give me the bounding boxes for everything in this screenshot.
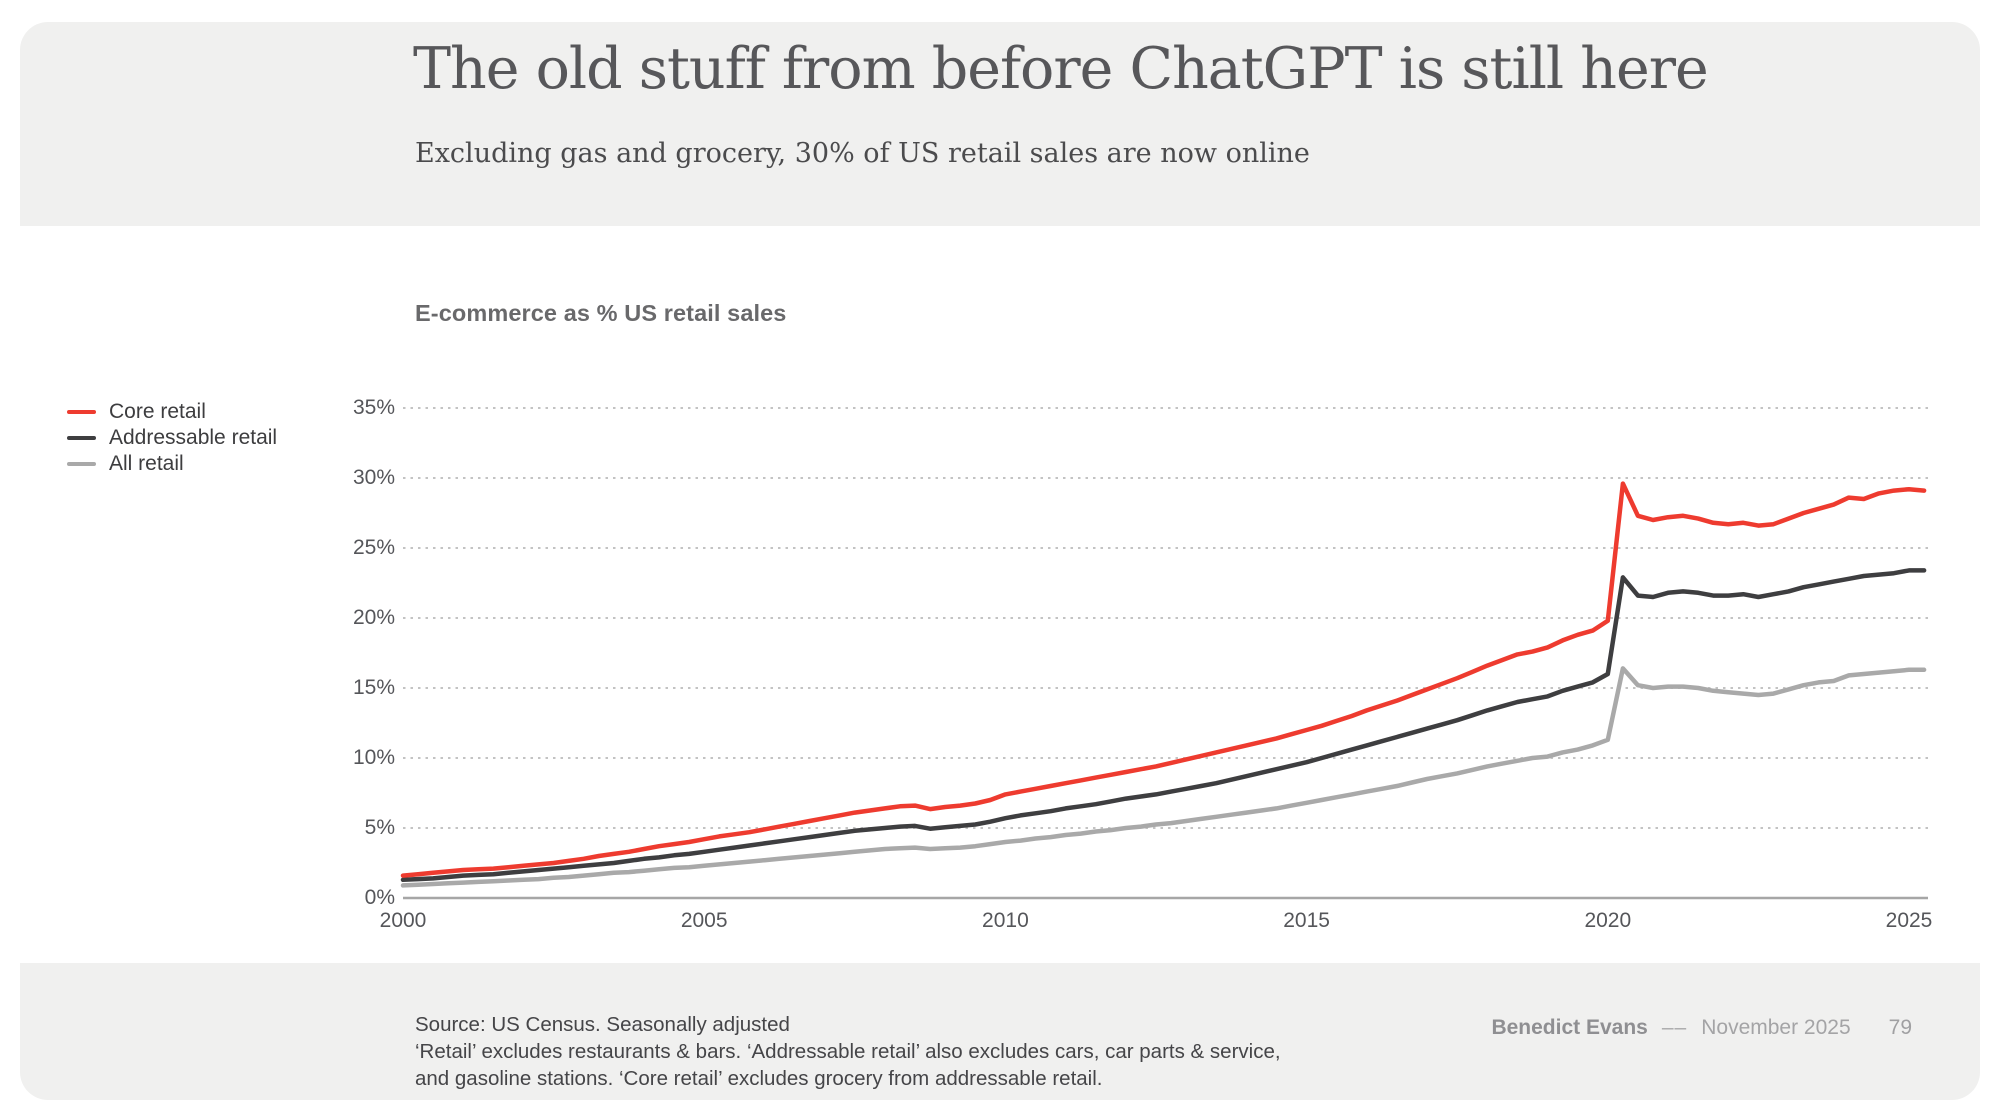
credit-line: Benedict Evans –– November 2025 79 bbox=[1491, 1016, 1912, 1042]
x-tick-2015: 2015 bbox=[1283, 909, 1330, 932]
legend-item-all-retail: All retail bbox=[67, 451, 277, 477]
legend-dash-icon bbox=[67, 409, 96, 415]
header-band bbox=[20, 22, 1980, 226]
footer-band bbox=[20, 963, 1980, 1100]
credit-separator: –– bbox=[1661, 1016, 1688, 1039]
y-tick-5%: 5% bbox=[364, 816, 395, 839]
y-tick-10%: 10% bbox=[352, 746, 395, 769]
legend-label: Core retail bbox=[109, 400, 206, 423]
legend: Core retail Addressable retail All retail bbox=[67, 399, 277, 477]
y-tick-25%: 25% bbox=[352, 536, 395, 559]
y-tick-35%: 35% bbox=[352, 396, 395, 419]
credit-date: November 2025 bbox=[1701, 1016, 1851, 1039]
series-core-retail bbox=[400, 481, 1927, 878]
source-line: and gasoline stations. ‘Core retail’ exc… bbox=[415, 1067, 1103, 1090]
y-tick-15%: 15% bbox=[352, 676, 395, 699]
chart-heading: E-commerce as % US retail sales bbox=[415, 300, 787, 326]
page-number: 79 bbox=[1888, 1016, 1912, 1039]
x-tick-2010: 2010 bbox=[982, 909, 1029, 932]
legend-item-core-retail: Core retail bbox=[67, 399, 277, 425]
x-tick-2005: 2005 bbox=[680, 909, 728, 932]
y-tick-30%: 30% bbox=[352, 466, 395, 489]
author-name: Benedict Evans bbox=[1491, 1016, 1648, 1039]
legend-label: All retail bbox=[109, 452, 184, 475]
series-all-retail bbox=[400, 666, 1927, 888]
y-tick-20%: 20% bbox=[352, 606, 395, 629]
legend-label: Addressable retail bbox=[109, 426, 278, 449]
slide-subtitle: Excluding gas and grocery, 30% of US ret… bbox=[415, 138, 1310, 169]
source-line: Source: US Census. Seasonally adjusted bbox=[415, 1013, 790, 1036]
series-addressable-retail bbox=[400, 568, 1927, 883]
source-line: ‘Retail’ excludes restaurants & bars. ‘A… bbox=[415, 1040, 1281, 1063]
legend-dash-icon bbox=[67, 461, 96, 467]
y-tick-0%: 0% bbox=[364, 886, 395, 909]
legend-item-addressable-retail: Addressable retail bbox=[67, 425, 277, 451]
x-tick-2025: 2025 bbox=[1885, 909, 1933, 932]
slide-title: The old stuff from before ChatGPT is sti… bbox=[413, 36, 1709, 102]
x-tick-2000: 2000 bbox=[379, 909, 427, 932]
legend-dash-icon bbox=[67, 435, 96, 441]
x-tick-2020: 2020 bbox=[1584, 909, 1632, 932]
source-note: Source: US Census. Seasonally adjusted ‘R… bbox=[415, 1011, 1281, 1092]
